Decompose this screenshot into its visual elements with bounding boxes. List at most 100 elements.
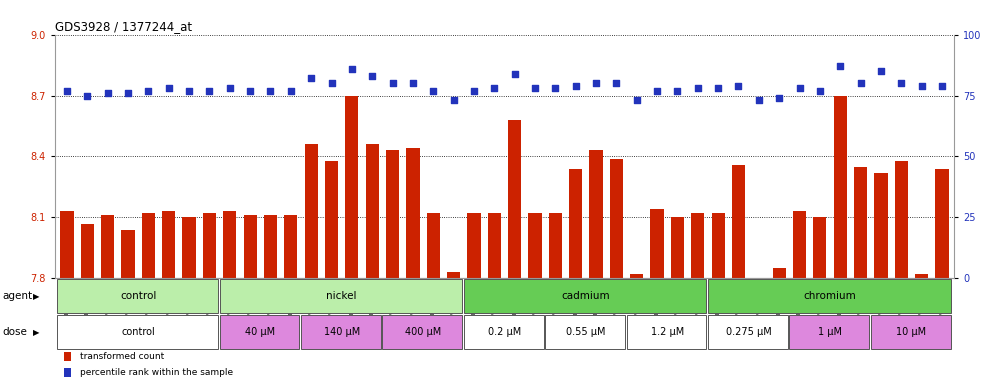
Bar [57, 280, 218, 313]
Text: control: control [121, 291, 156, 301]
Bar [122, 230, 134, 278]
Bar [650, 209, 663, 278]
Bar [467, 214, 480, 278]
Point [486, 85, 502, 91]
Text: GDS3928 / 1377244_at: GDS3928 / 1377244_at [55, 20, 192, 33]
Bar [141, 214, 155, 278]
Point [263, 88, 279, 94]
Point [588, 80, 604, 86]
Bar [549, 214, 562, 278]
Point [568, 83, 584, 89]
Bar [671, 217, 684, 278]
Bar [874, 173, 887, 278]
Text: dose: dose [2, 327, 27, 337]
Text: ▶: ▶ [33, 328, 40, 336]
Bar [346, 96, 359, 278]
Bar [385, 151, 399, 278]
Bar [508, 120, 521, 278]
Bar [834, 96, 847, 278]
Point [59, 88, 75, 94]
Text: 140 μM: 140 μM [324, 327, 360, 337]
Bar [935, 169, 948, 278]
Bar [162, 211, 175, 278]
Bar [223, 211, 236, 278]
Bar [894, 161, 908, 278]
Bar [219, 280, 462, 313]
Bar [610, 159, 623, 278]
Bar [57, 315, 218, 349]
Bar [464, 315, 544, 349]
Point [181, 88, 197, 94]
Point [160, 85, 176, 91]
Point [812, 88, 828, 94]
Point [445, 97, 461, 103]
Bar [101, 215, 115, 278]
Bar [284, 215, 298, 278]
Text: percentile rank within the sample: percentile rank within the sample [80, 368, 233, 377]
Text: 10 μM: 10 μM [896, 327, 926, 337]
Point [121, 90, 136, 96]
Text: 1 μM: 1 μM [818, 327, 842, 337]
Bar [854, 167, 868, 278]
Text: agent: agent [2, 291, 32, 301]
Point [365, 73, 380, 79]
Point [466, 88, 482, 94]
Bar [915, 274, 928, 278]
Bar [691, 214, 704, 278]
Point [344, 66, 360, 72]
Bar [203, 214, 216, 278]
Bar [264, 215, 277, 278]
Bar [590, 151, 603, 278]
Bar [793, 211, 806, 278]
Point [405, 80, 421, 86]
Point [242, 88, 258, 94]
Bar [182, 217, 195, 278]
Point [853, 80, 869, 86]
Bar [630, 274, 643, 278]
Bar [626, 315, 706, 349]
Bar [64, 352, 71, 361]
Bar [569, 169, 583, 278]
Point [527, 85, 543, 91]
Point [730, 83, 746, 89]
Text: 400 μM: 400 μM [405, 327, 441, 337]
Point [649, 88, 665, 94]
Bar [382, 315, 462, 349]
Point [140, 88, 156, 94]
Bar [219, 315, 300, 349]
Bar [708, 280, 950, 313]
Text: transformed count: transformed count [80, 352, 164, 361]
Point [771, 95, 787, 101]
Bar [545, 315, 624, 349]
Point [628, 97, 644, 103]
Point [80, 93, 96, 99]
Text: cadmium: cadmium [562, 291, 611, 301]
Point [792, 85, 808, 91]
Bar [243, 215, 257, 278]
Bar [61, 211, 74, 278]
Text: ▶: ▶ [33, 292, 40, 301]
Point [222, 85, 238, 91]
Text: control: control [122, 327, 155, 337]
Point [283, 88, 299, 94]
Bar [711, 214, 725, 278]
Point [669, 88, 685, 94]
Point [751, 97, 767, 103]
Text: 0.275 μM: 0.275 μM [726, 327, 772, 337]
Bar [814, 217, 827, 278]
Point [913, 83, 929, 89]
Point [303, 75, 319, 81]
Point [609, 80, 624, 86]
Bar [64, 368, 71, 377]
Point [384, 80, 400, 86]
Bar [325, 161, 338, 278]
Bar [305, 144, 318, 278]
Point [201, 88, 217, 94]
Text: 40 μM: 40 μM [245, 327, 275, 337]
Point [100, 90, 116, 96]
Bar [790, 315, 870, 349]
Bar [488, 214, 501, 278]
Bar [871, 315, 950, 349]
Bar [464, 280, 706, 313]
Point [893, 80, 909, 86]
